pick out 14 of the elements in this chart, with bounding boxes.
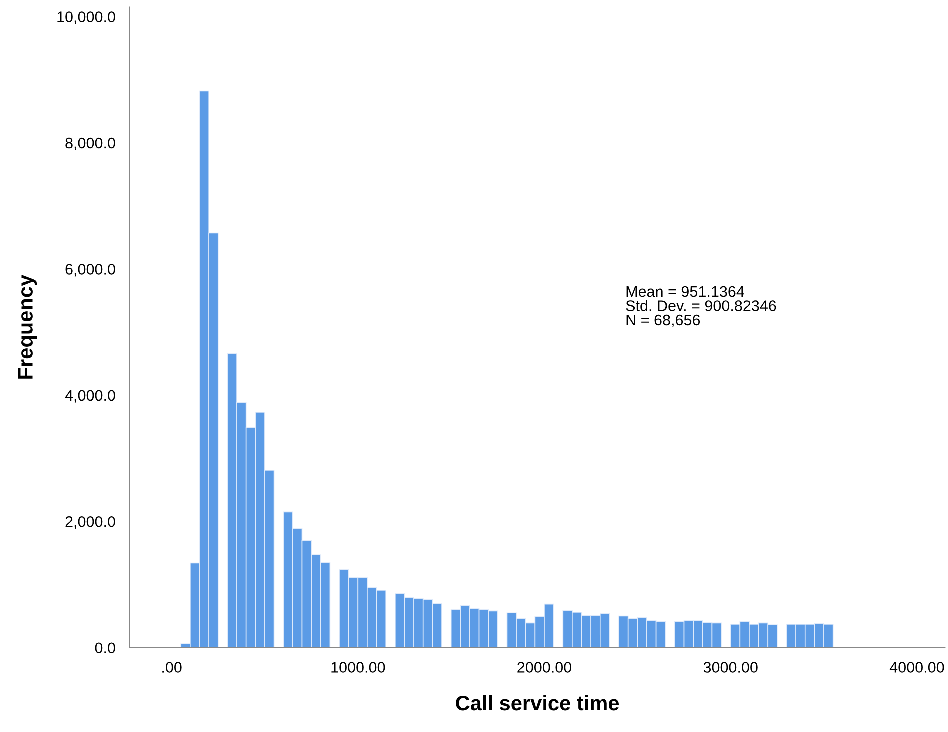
y-tick-label: 0.0 [95, 642, 116, 654]
x-tick-label: .00 [162, 662, 182, 673]
annotation: Mean = 951.1364 Std. Dev. = 900.82346 N = 68,656 [626, 286, 776, 328]
y-tick-label: 4,000.0 [65, 390, 116, 403]
y-tick-label: 8,000.0 [66, 138, 116, 150]
x-tick-label: 3000.00 [704, 662, 758, 673]
x-tick-label: 1000.00 [332, 662, 386, 673]
y-tick-label: 6,000.0 [66, 264, 116, 277]
x-tick-label: 2000.00 [518, 662, 572, 673]
y-tick-label: 2,000.0 [66, 516, 116, 530]
y-tick-label: 10,000.0 [58, 12, 116, 24]
x-tick-label: 4000.00 [890, 662, 944, 673]
y-axis-title: Frequency [18, 275, 38, 379]
x-axis-title: Call service time [456, 695, 620, 711]
